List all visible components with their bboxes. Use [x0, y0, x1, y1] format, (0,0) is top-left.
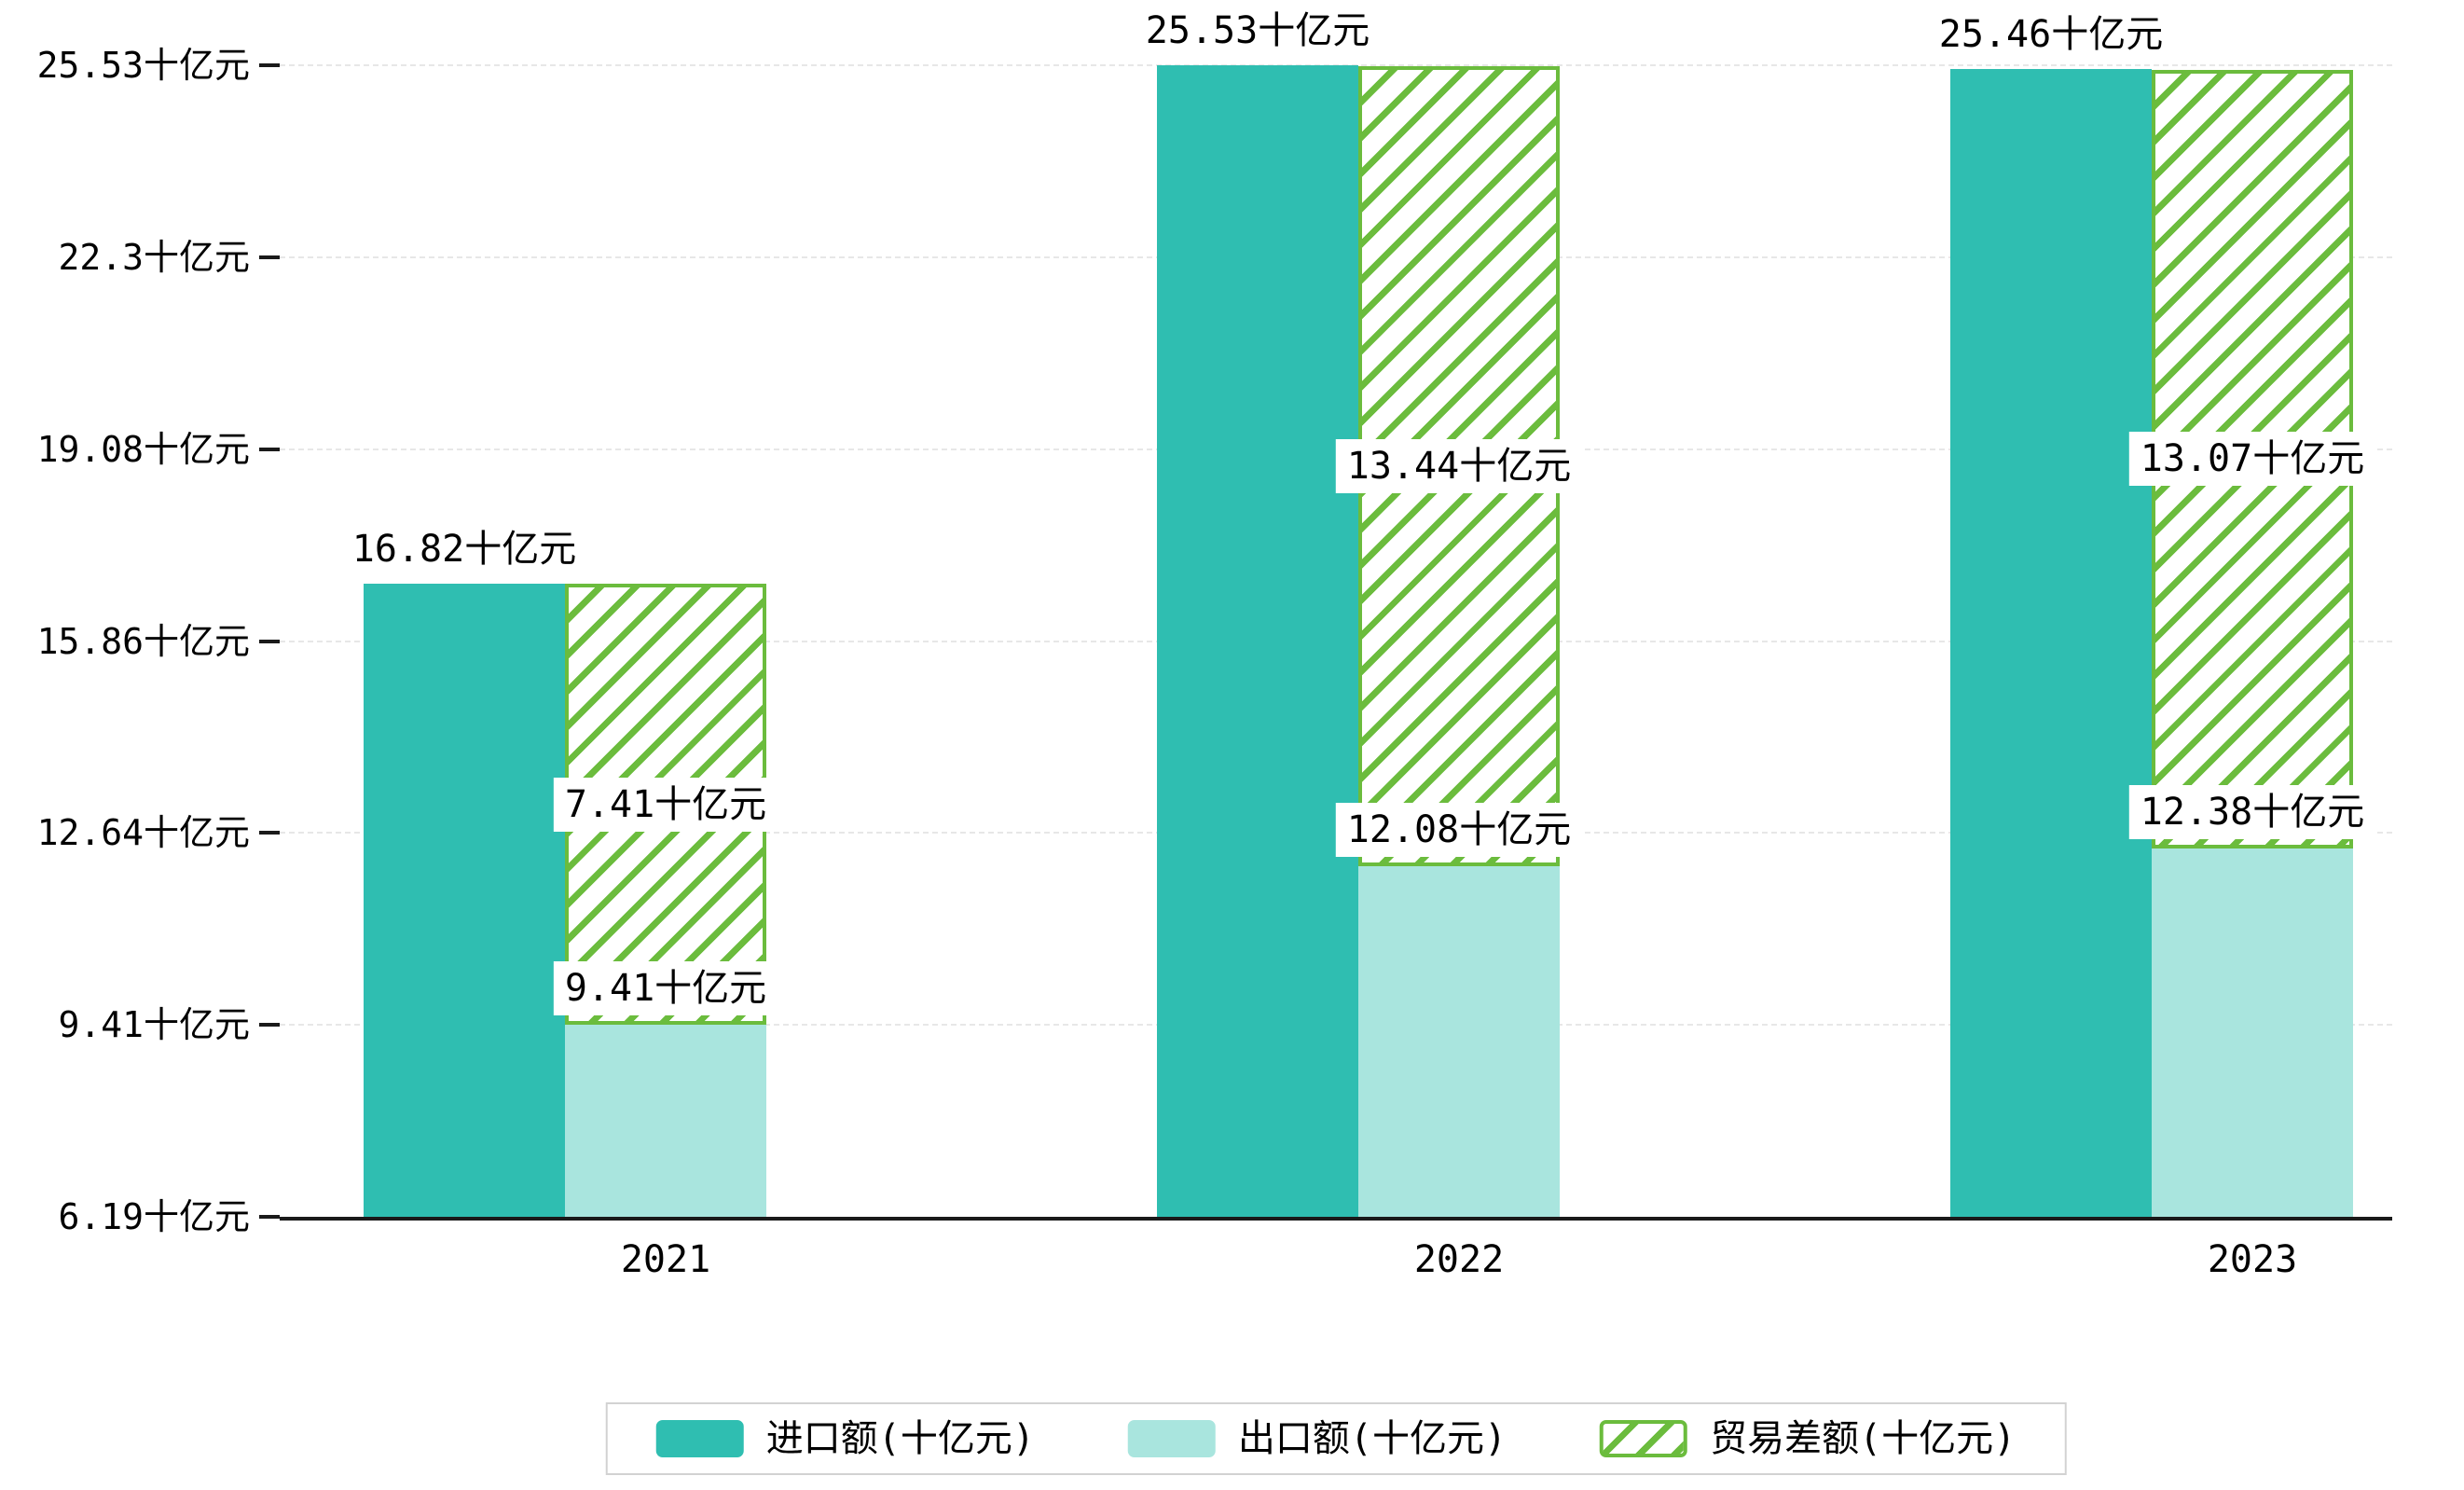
y-axis-tick	[259, 255, 280, 260]
x-axis-label: 2022	[1413, 1238, 1505, 1281]
y-axis-tick	[259, 1023, 280, 1028]
y-axis-label: 6.19十亿元	[58, 1196, 250, 1237]
import-value-label: 16.82十亿元	[340, 522, 588, 577]
legend-swatch-export-icon	[1127, 1420, 1216, 1457]
legend-swatch-trade-balance-icon	[1600, 1420, 1688, 1457]
y-axis-label: 15.86十亿元	[36, 620, 250, 662]
y-axis-tick	[259, 63, 280, 67]
export-value-label: 9.41十亿元	[553, 961, 778, 1016]
y-axis-tick	[259, 1215, 280, 1219]
y-axis-label: 19.08十亿元	[36, 428, 250, 470]
bar-export	[1358, 865, 1560, 1217]
x-axis-label: 2021	[620, 1238, 711, 1281]
y-axis-label: 25.53十亿元	[36, 45, 250, 86]
legend-swatch-import-icon	[655, 1420, 744, 1457]
legend-item-trade-balance: 贸易差额(十亿元)	[1600, 1415, 2016, 1462]
export-value-label: 12.08十亿元	[1335, 802, 1583, 857]
import-value-label: 25.46十亿元	[1927, 7, 2175, 62]
legend: 进口额(十亿元) 出口额(十亿元) 贸易差额(十亿元)	[605, 1402, 2067, 1475]
y-axis-tick	[259, 447, 280, 451]
legend-label-trade-balance: 贸易差额(十亿元)	[1710, 1417, 2017, 1460]
bar-export	[565, 1025, 766, 1217]
legend-item-import: 进口额(十亿元)	[655, 1415, 1035, 1462]
legend-label-import: 进口额(十亿元)	[765, 1417, 1035, 1460]
balance-value-label: 7.41十亿元	[553, 777, 778, 832]
bar-import	[1157, 65, 1358, 1217]
export-value-label: 12.38十亿元	[2128, 784, 2376, 839]
import-value-label: 25.53十亿元	[1134, 4, 1382, 58]
legend-item-export: 出口额(十亿元)	[1127, 1415, 1507, 1462]
y-axis-label: 9.41十亿元	[58, 1004, 250, 1046]
bar-import	[1950, 69, 2152, 1217]
bar-export	[2152, 848, 2353, 1217]
x-axis-line	[280, 1217, 2392, 1221]
balance-value-label: 13.07十亿元	[2128, 432, 2376, 487]
x-axis-label: 2023	[2207, 1238, 2298, 1281]
y-axis-label: 22.3十亿元	[58, 237, 250, 279]
y-axis-label: 12.64十亿元	[36, 812, 250, 854]
legend-label-export: 出口额(十亿元)	[1237, 1417, 1507, 1460]
y-axis-tick	[259, 831, 280, 835]
balance-value-label: 13.44十亿元	[1335, 438, 1583, 493]
bar-import	[364, 584, 565, 1217]
y-axis-tick	[259, 639, 280, 643]
